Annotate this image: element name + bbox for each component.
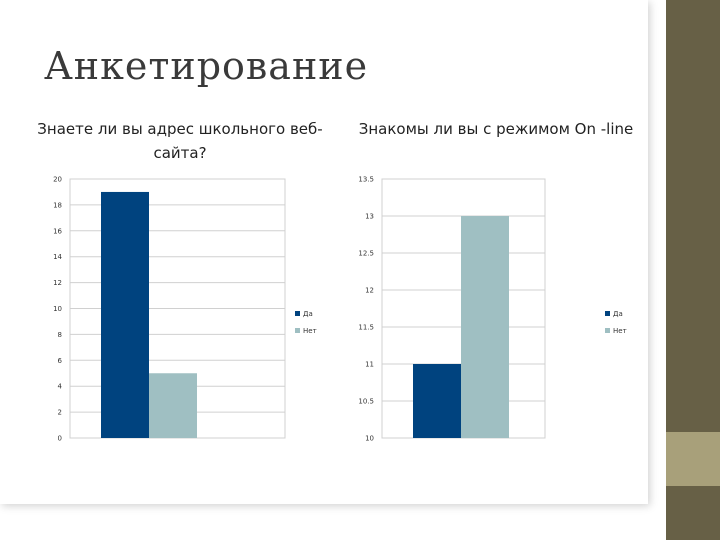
bar-1-1 <box>461 216 509 438</box>
y-tick-label-0-9: 18 <box>53 201 62 209</box>
slide-title: Анкетирование <box>44 44 369 88</box>
legend-label-1-0: Да <box>613 310 623 318</box>
bar-0-1 <box>149 373 197 438</box>
decorative-stripe-top <box>666 0 720 432</box>
y-tick-label-0-10: 20 <box>53 176 62 184</box>
y-tick-label-1-3: 11.5 <box>358 324 374 332</box>
chart-title-online: Знакомы ли вы с режимом On -line <box>358 120 634 138</box>
decorative-stripe-middle <box>666 432 720 486</box>
y-tick-label-1-6: 13 <box>365 213 374 221</box>
bar-0-0 <box>101 191 149 438</box>
legend-swatch-0-1 <box>295 328 300 333</box>
y-tick-label-0-5: 10 <box>53 305 62 313</box>
y-tick-label-0-8: 16 <box>53 227 62 235</box>
chart-title-website: Знаете ли вы адрес школьного веб-сайта? <box>37 120 323 162</box>
legend-label-1-1: Нет <box>613 327 627 335</box>
bar-1-0 <box>413 364 461 438</box>
y-tick-label-0-1: 2 <box>58 409 62 417</box>
y-tick-label-1-7: 13.5 <box>358 176 374 184</box>
y-tick-label-0-7: 14 <box>53 253 62 261</box>
y-tick-label-0-2: 4 <box>58 383 63 391</box>
y-tick-label-1-4: 12 <box>365 287 374 295</box>
legend-swatch-1-1 <box>605 328 610 333</box>
legend-label-0-1: Нет <box>303 327 317 335</box>
y-tick-label-0-6: 12 <box>53 279 62 287</box>
y-tick-label-0-4: 8 <box>58 331 62 339</box>
y-tick-label-0-0: 0 <box>58 435 62 443</box>
y-tick-label-1-2: 11 <box>365 361 374 369</box>
y-tick-label-1-0: 10 <box>365 435 374 443</box>
legend-swatch-0-0 <box>295 311 300 316</box>
legend-label-0-0: Да <box>303 310 313 318</box>
decorative-stripe-bottom <box>666 486 720 540</box>
y-tick-label-1-5: 12.5 <box>358 250 374 258</box>
y-tick-label-1-1: 10.5 <box>358 398 374 406</box>
legend-swatch-1-0 <box>605 311 610 316</box>
y-tick-label-0-3: 6 <box>58 357 63 365</box>
